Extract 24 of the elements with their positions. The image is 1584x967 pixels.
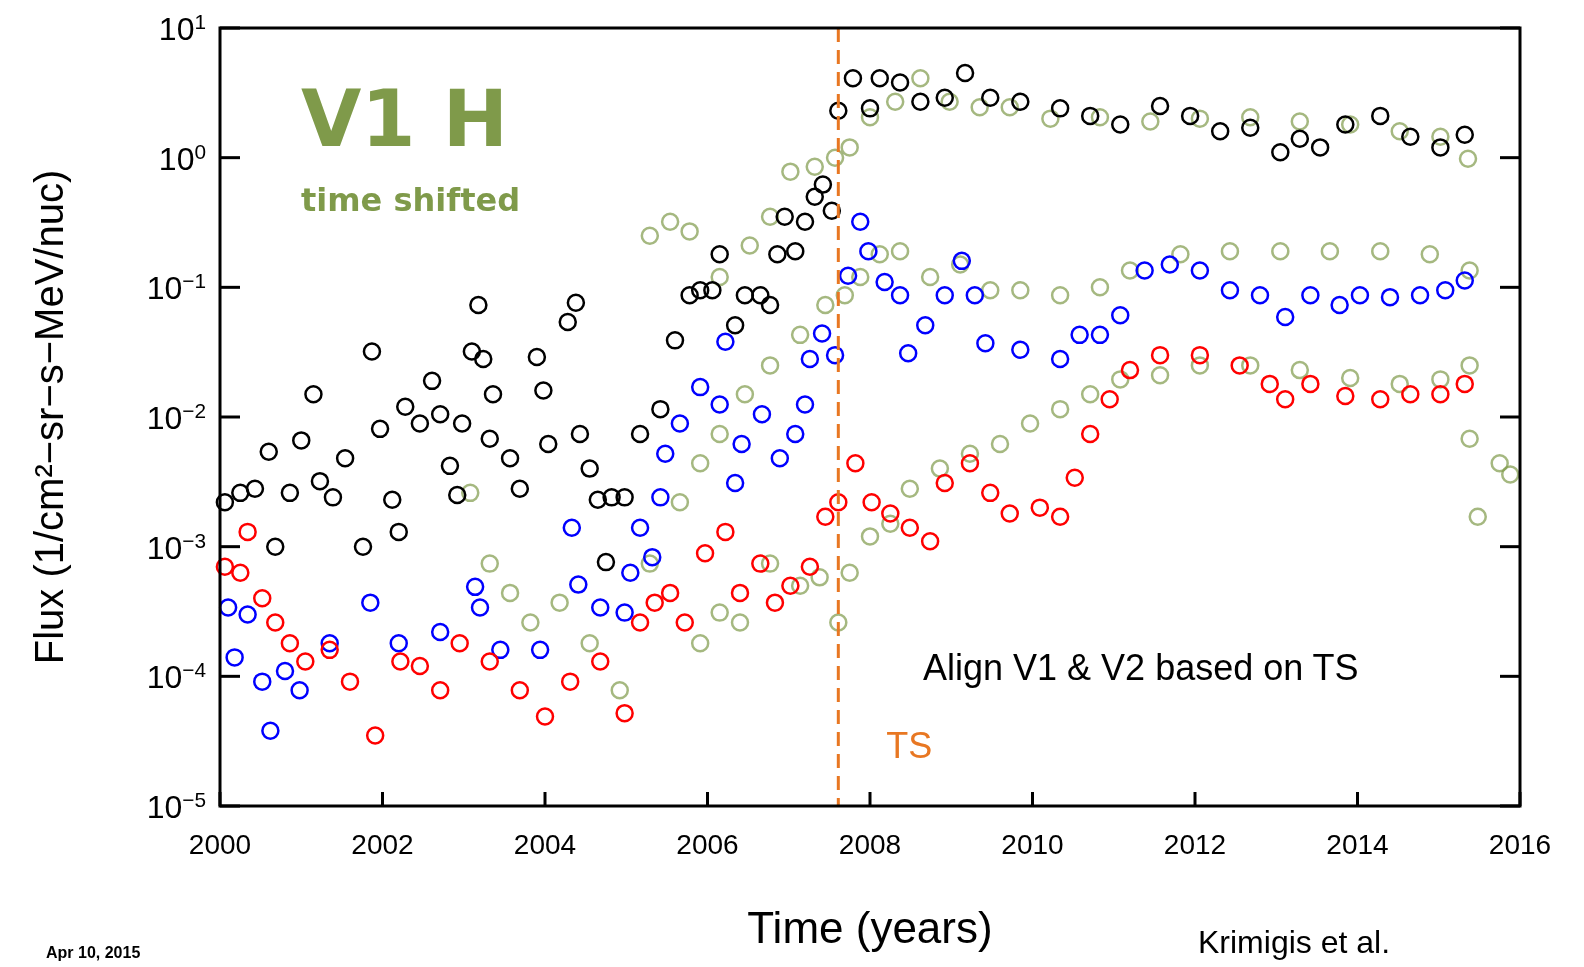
- x-tick-label: 2014: [1326, 829, 1389, 860]
- y-tick-label: 10$^{−4}$: [146, 657, 206, 696]
- y-tick-label: 10$^{−2}$: [146, 398, 206, 436]
- x-tick-label: 2004: [513, 829, 577, 860]
- x-axis-title: Time (years): [747, 903, 993, 952]
- x-tick-label: 2000: [188, 829, 252, 860]
- text: V1 H: [301, 74, 509, 164]
- x-tick-label: 2010: [1001, 829, 1064, 860]
- x-tick-label: 2002: [351, 829, 414, 860]
- x-tick-label: 2016: [1488, 829, 1552, 860]
- text: time shifted: [301, 181, 521, 219]
- y-tick-label: 10$^{−3}$: [146, 528, 206, 566]
- y-tick-label: 10$^{−1}$: [146, 268, 206, 307]
- y-tick-label: 10$^{−5}$: [146, 787, 206, 825]
- y-tick-label: 10$^{0}$: [158, 139, 206, 177]
- y-tick-label: 10$^{1}$: [158, 9, 206, 47]
- ref-line-label: TS: [886, 725, 933, 766]
- x-tick-label: 2008: [838, 829, 902, 860]
- x-tick-label: 2006: [676, 829, 739, 860]
- y-axis-title: Flux (1/cm²−sr−s−MeV/nuc): [27, 169, 71, 665]
- text: Krimigis et al.: [1198, 924, 1391, 960]
- text: Apr 10, 2015: [46, 944, 141, 961]
- annotation: Align V1 & V2 based on TS: [923, 647, 1359, 688]
- x-tick-label: 2012: [1163, 829, 1227, 860]
